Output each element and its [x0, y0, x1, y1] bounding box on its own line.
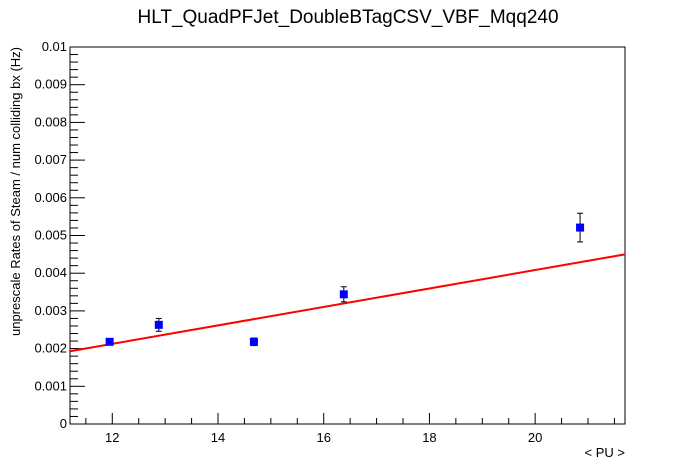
data-point — [339, 290, 348, 299]
x-tick-label: 16 — [316, 430, 330, 445]
y-axis: 0 0.001 0.002 0.003 0.004 0.005 0.006 0.007 0.00… — [34, 39, 85, 431]
x-tick-label: 18 — [422, 430, 436, 445]
data-point — [576, 223, 585, 232]
points-layer — [105, 212, 585, 347]
fit-layer — [69, 253, 626, 353]
y-tick-label: 0.009 — [34, 77, 67, 92]
y-tick-label: 0.003 — [34, 303, 67, 318]
x-axis-label: < PU > — [585, 445, 625, 460]
x-tick-label: 14 — [211, 430, 225, 445]
x-tick-label: 12 — [105, 430, 119, 445]
fit-line — [69, 253, 626, 353]
data-point — [105, 337, 114, 346]
chart-title: HLT_QuadPFJet_DoubleBTagCSV_VBF_Mqq240 — [137, 7, 558, 28]
y-tick-label: 0.005 — [34, 228, 67, 243]
plot-frame — [69, 46, 626, 425]
x-axis: 12 14 16 18 20 — [85, 413, 615, 445]
y-tick-label: 0.01 — [42, 39, 67, 54]
x-tick-label: 20 — [528, 430, 542, 445]
y-axis-label: unprescale Rates of Steam / num collidin… — [8, 47, 23, 336]
y-tick-label: 0 — [60, 416, 67, 431]
data-point — [154, 320, 163, 329]
y-tick-label: 0.001 — [34, 378, 67, 393]
y-tick-label: 0.008 — [34, 114, 67, 129]
y-tick-label: 0.007 — [34, 152, 67, 167]
y-tick-label: 0.006 — [34, 190, 67, 205]
y-tick-label: 0.004 — [34, 265, 67, 280]
y-tick-label: 0.002 — [34, 341, 67, 356]
data-point — [249, 337, 258, 346]
